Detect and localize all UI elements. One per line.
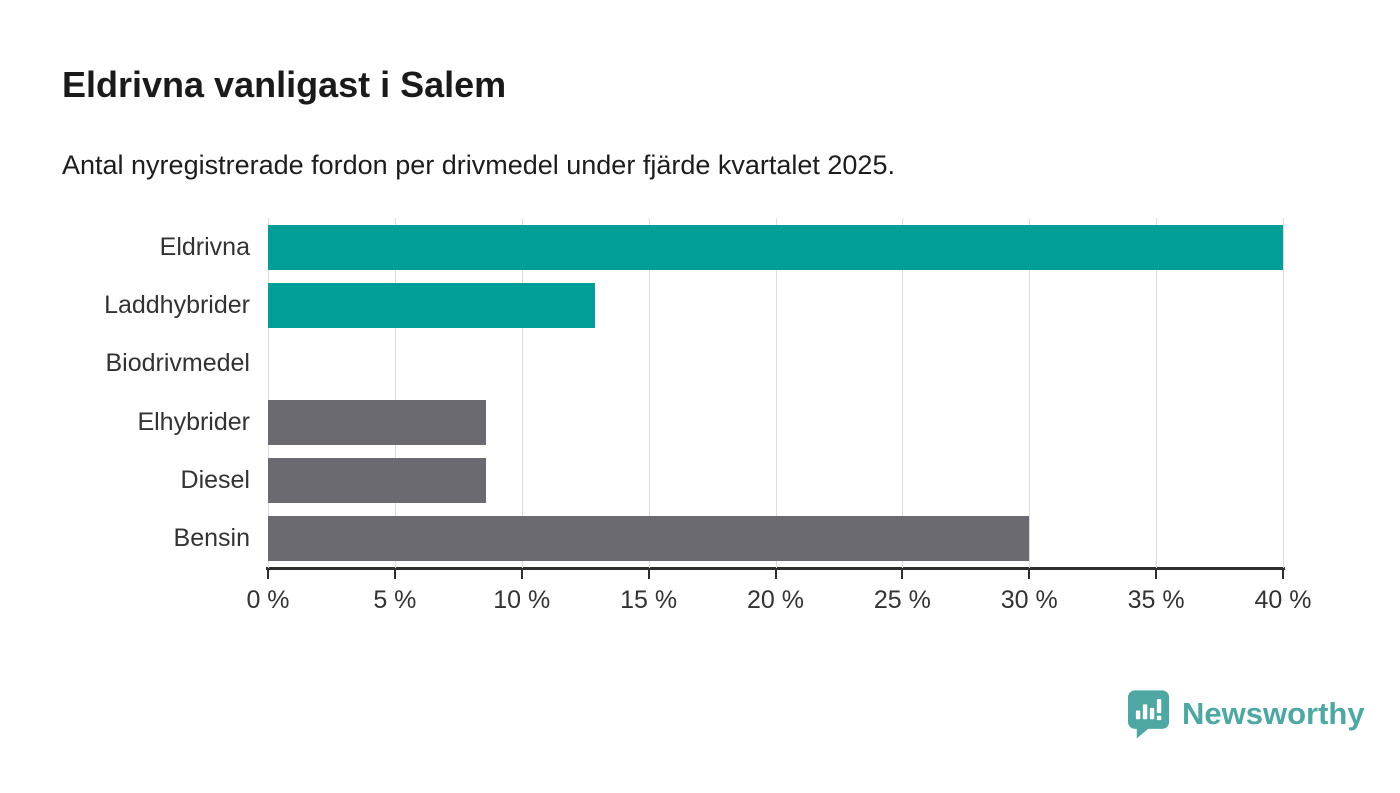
x-axis-tick-label: 40 % [1254, 586, 1312, 614]
y-axis-labels: Eldrivna Laddhybrider Biodrivmedel Elhybrid… [50, 218, 250, 568]
category-label-eldrivna: Eldrivna [159, 232, 250, 261]
gridline [1029, 218, 1031, 568]
x-axis-tick-label: 35 % [1127, 586, 1185, 614]
gridline [521, 218, 523, 568]
x-axis-tick [774, 570, 777, 579]
x-axis-tick [1155, 570, 1158, 579]
x-axis-tick-label: 20 % [747, 586, 804, 614]
bar-eldrivna [268, 224, 1283, 270]
gridline [775, 218, 777, 568]
chart-subtitle: Antal nyregistrerade fordon per drivmede… [62, 150, 895, 180]
gridline [1283, 218, 1284, 568]
category-label-bensin: Bensin [173, 524, 250, 553]
x-axis-tick [901, 570, 904, 579]
x-axis-tick [1028, 570, 1031, 579]
x-axis-tick-label: 30 % [1000, 586, 1058, 614]
x-axis-tick [520, 570, 523, 579]
gridline [394, 218, 396, 568]
x-axis-tick [393, 570, 396, 579]
category-label-diesel: Diesel [180, 465, 250, 494]
newsworthy-logo-icon [1128, 690, 1170, 739]
x-axis-tick [267, 570, 269, 579]
gridline [268, 218, 269, 568]
gridline [902, 218, 904, 568]
x-axis-tick [1282, 570, 1284, 579]
gridline [1156, 218, 1158, 568]
x-axis-line [266, 567, 1285, 570]
x-axis-tick-label: 10 % [493, 586, 551, 614]
category-label-laddhybrider: Laddhybrider [104, 290, 250, 319]
x-axis-tick-label: 25 % [873, 586, 931, 614]
gridline [648, 218, 650, 568]
bar-laddhybrider [268, 283, 596, 328]
bar-bensin [268, 516, 1030, 562]
bar-diesel [268, 458, 487, 503]
x-axis-tick [647, 570, 650, 579]
x-axis-tick-label: 5 % [373, 586, 417, 614]
x-axis-tick-label: 0 % [246, 586, 290, 614]
newsworthy-branding: Newsworthy [1128, 688, 1365, 740]
bar-chart-plot: 0 % 5 % 10 % 15 % 20 % 25 % 30 % 35 % 40 % [246, 218, 1311, 614]
newsworthy-logo-text: Newsworthy [1182, 696, 1365, 731]
bar-elhybrider [268, 399, 487, 445]
x-axis-tick-label: 15 % [620, 586, 678, 614]
category-label-elhybrider: Elhybrider [137, 407, 250, 436]
chart-title: Eldrivna vanligast i Salem [62, 64, 507, 105]
category-label-biodrivmedel: Biodrivmedel [105, 349, 250, 378]
